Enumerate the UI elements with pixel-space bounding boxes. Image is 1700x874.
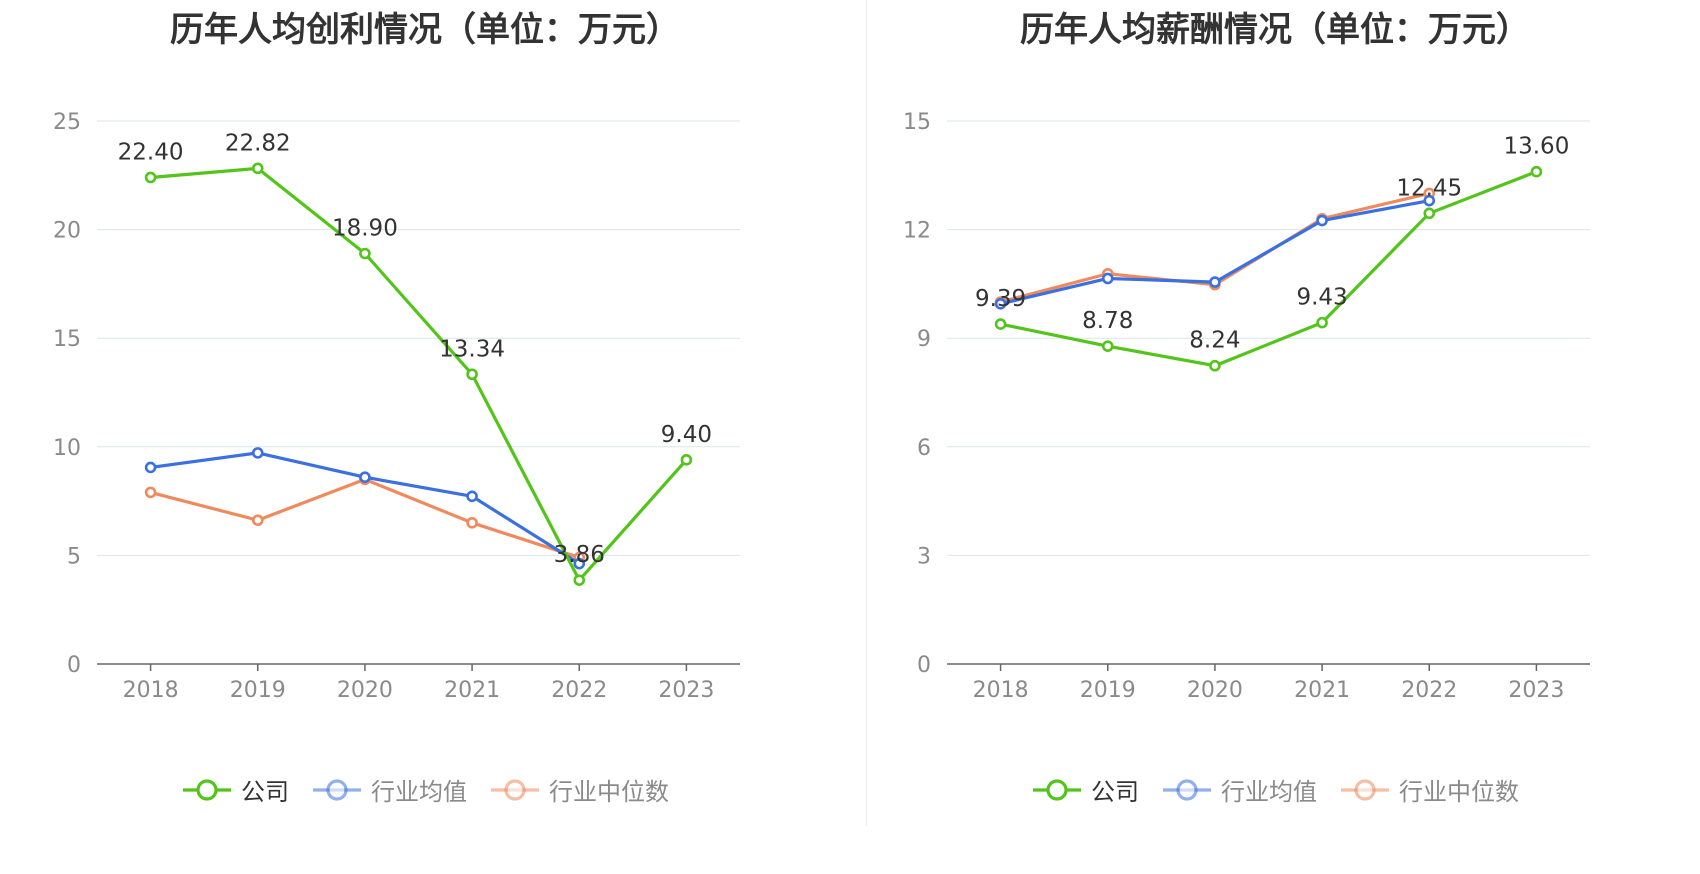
legend-item[interactable]: 行业中位数: [1339, 772, 1519, 807]
x-tick-label: 2023: [1508, 678, 1564, 703]
legend-label: 行业中位数: [1399, 778, 1519, 806]
legend-label: 行业均值: [1221, 778, 1317, 806]
profit-per-capita-chart: 0 5 10 15 20 25 2018 2019 2020 2021 2022 2023 22.40 2…: [53, 110, 740, 703]
y-tick-label: 5: [67, 544, 81, 569]
x-tick-label: 2018: [973, 678, 1029, 703]
x-tick-label: 2023: [658, 678, 714, 703]
legend-marker-icon: [491, 778, 539, 801]
legend-salary: 公司 行业均值 行业中位数: [850, 772, 1700, 807]
data-point[interactable]: [1316, 316, 1328, 329]
data-point[interactable]: [1209, 276, 1221, 288]
data-point[interactable]: [1101, 340, 1114, 352]
data-point[interactable]: [144, 486, 157, 499]
data-point[interactable]: [573, 557, 586, 570]
profit-per-capita-panel: 历年人均创利情况（单位：万元） 0 5 10 15 20 25 2018 2019 2020 20…: [0, 10, 850, 807]
legend-item[interactable]: 公司: [1031, 772, 1139, 807]
data-label: 9.43: [1296, 285, 1347, 311]
data-label: 12.45: [1396, 175, 1462, 201]
data-point[interactable]: [1423, 194, 1436, 207]
x-tick-label: 2021: [1294, 678, 1350, 703]
y-tick-label: 3: [917, 544, 931, 569]
panel-divider: [866, 0, 867, 826]
data-point[interactable]: [466, 517, 478, 529]
chart-title-profit: 历年人均创利情况（单位：万元）: [170, 10, 680, 50]
x-tick-label: 2021: [444, 678, 500, 703]
y-tick-label: 25: [53, 110, 81, 135]
data-label: 22.82: [225, 130, 291, 156]
y-tick-label: 9: [917, 327, 931, 352]
data-label: 8.24: [1189, 328, 1240, 354]
legend-item[interactable]: 公司: [181, 772, 289, 807]
data-point[interactable]: [994, 298, 1007, 310]
x-tick-label: 2022: [1401, 678, 1457, 703]
y-tick-label: 0: [67, 653, 81, 678]
data-label: 8.78: [1082, 308, 1133, 334]
data-point[interactable]: [1423, 207, 1436, 220]
y-tick-label: 20: [53, 219, 81, 244]
y-tick-label: 0: [917, 653, 931, 678]
legend-profit: 公司 行业均值 行业中位数: [0, 772, 850, 807]
data-point[interactable]: [466, 490, 478, 503]
y-tick-label: 15: [903, 110, 931, 135]
data-label: 9.39: [975, 286, 1026, 312]
data-label: 3.86: [554, 542, 605, 568]
y-tick-label: 6: [917, 436, 931, 461]
data-label: 9.40: [661, 422, 712, 448]
y-tick-label: 15: [53, 327, 81, 352]
data-point[interactable]: [359, 247, 371, 260]
data-point[interactable]: [359, 471, 371, 484]
legend-marker-icon: [183, 778, 231, 801]
legend-marker-icon: [1341, 778, 1389, 801]
x-tick-label: 2019: [1080, 678, 1136, 703]
legend-item[interactable]: 行业均值: [311, 772, 467, 807]
data-point[interactable]: [144, 171, 157, 184]
x-tick-label: 2020: [337, 678, 393, 703]
legend-marker-icon: [313, 778, 361, 801]
data-point[interactable]: [1530, 165, 1543, 178]
data-point[interactable]: [1316, 214, 1328, 227]
legend-item[interactable]: 行业中位数: [489, 772, 669, 807]
data-label: 18.90: [332, 215, 398, 241]
legend-label: 公司: [1091, 778, 1139, 806]
data-point[interactable]: [1101, 272, 1114, 285]
data-point[interactable]: [1209, 359, 1221, 372]
legend-marker-icon: [1033, 778, 1081, 801]
chart-title-salary: 历年人均薪酬情况（单位：万元）: [1020, 10, 1530, 50]
legend-marker-icon: [1163, 778, 1211, 801]
data-point[interactable]: [251, 447, 264, 459]
legend-label: 行业均值: [371, 778, 467, 806]
salary-per-capita-chart: 0 3 6 9 12 15 2018 2019 2020 2021 2022 2023 9.39 8.78…: [903, 110, 1590, 703]
data-point[interactable]: [251, 162, 264, 175]
legend-label: 公司: [241, 778, 289, 806]
salary-per-capita-panel: 历年人均薪酬情况（单位：万元） 0 3 6 9 12 15 2018 2019 2020 2021…: [850, 0, 1700, 874]
y-tick-label: 12: [903, 219, 931, 244]
data-point[interactable]: [994, 318, 1007, 330]
data-label: 13.60: [1503, 134, 1569, 160]
x-tick-label: 2019: [230, 678, 286, 703]
series-line: [150, 477, 580, 560]
legend-item[interactable]: 行业均值: [1161, 772, 1317, 807]
y-tick-label: 10: [53, 436, 81, 461]
x-tick-label: 2018: [123, 678, 179, 703]
x-tick-label: 2020: [1187, 678, 1243, 703]
series-line: [150, 166, 688, 582]
data-label: 22.40: [118, 139, 184, 165]
data-point[interactable]: [680, 454, 693, 466]
series-line: [1000, 170, 1537, 368]
x-tick-label: 2022: [551, 678, 607, 703]
data-point[interactable]: [144, 461, 157, 474]
data-label: 13.34: [439, 336, 505, 362]
data-point[interactable]: [466, 368, 478, 381]
legend-label: 行业中位数: [549, 778, 669, 806]
data-point[interactable]: [251, 514, 264, 527]
data-point[interactable]: [573, 574, 586, 586]
